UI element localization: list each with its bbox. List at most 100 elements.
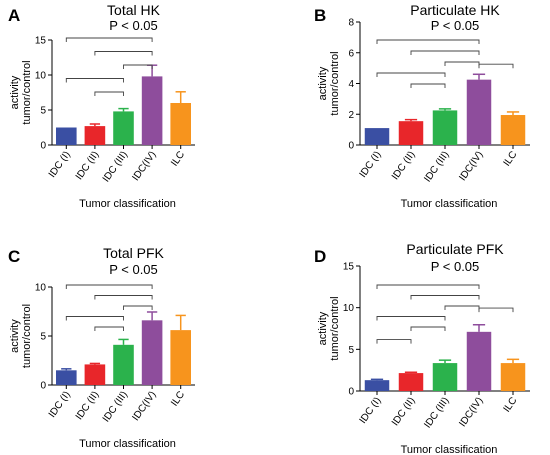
significance-label: P < 0.05 bbox=[431, 18, 480, 33]
y-axis-label: activitytumor/control bbox=[9, 304, 33, 368]
y-tick-label: 0 bbox=[40, 141, 46, 152]
significance-bracket bbox=[94, 51, 153, 56]
chart-title: Particulate HK bbox=[410, 2, 500, 18]
x-tick-label: IDC (I) bbox=[358, 395, 384, 425]
panel-letter: D bbox=[314, 247, 326, 266]
panel-letter: A bbox=[8, 6, 20, 25]
bar bbox=[500, 363, 526, 391]
y-tick-label: 0 bbox=[348, 141, 354, 152]
significance-bracket bbox=[65, 37, 153, 42]
y-tick-label: 15 bbox=[343, 262, 355, 273]
y-tick-label: 10 bbox=[343, 303, 355, 314]
y-tick-label: 5 bbox=[40, 332, 46, 343]
x-tick-label: IDC (I) bbox=[47, 389, 73, 419]
significance-bracket bbox=[478, 307, 514, 313]
chart-title: Total PFK bbox=[103, 245, 164, 261]
y-tick-label: 8 bbox=[348, 18, 354, 29]
bar bbox=[466, 79, 492, 145]
bar bbox=[141, 76, 163, 145]
bar bbox=[398, 121, 424, 145]
y-axis-label: activitytumor/control bbox=[317, 296, 341, 360]
y-axis-label-line: activity bbox=[317, 311, 329, 345]
x-tick-label: ILC bbox=[169, 149, 187, 168]
y-tick-label: 0 bbox=[40, 381, 46, 392]
x-tick-label: IDC (I) bbox=[358, 149, 384, 179]
significance-bracket bbox=[376, 72, 446, 77]
x-tick-label: IDC(IV) bbox=[457, 149, 485, 183]
significance-bracket bbox=[444, 305, 480, 310]
panel-letter: C bbox=[8, 247, 20, 266]
significance-bracket bbox=[376, 316, 446, 321]
panel-b: B Particulate HKP < 0.05 0 2 4 6 8 activitytumo… bbox=[314, 2, 530, 210]
bar bbox=[398, 373, 424, 391]
significance-bracket bbox=[65, 284, 153, 289]
x-tick-label: IDC (II) bbox=[74, 389, 101, 422]
panel-a: A Total HKP < 0.05 0 5 10 15 activitytumor/con… bbox=[8, 2, 195, 210]
significance-bracket bbox=[123, 64, 153, 69]
significance-bracket bbox=[478, 63, 514, 69]
bar bbox=[170, 103, 191, 145]
y-axis-label-line: activity bbox=[9, 75, 21, 109]
x-axis-label: Tumor classification bbox=[79, 198, 176, 210]
significance-bracket bbox=[65, 78, 124, 83]
bar bbox=[500, 115, 526, 145]
x-axis-label: Tumor classification bbox=[401, 444, 498, 455]
y-tick-label: 10 bbox=[35, 283, 47, 294]
y-axis-label: activitytumor/control bbox=[9, 60, 33, 124]
x-tick-label: IDC (III) bbox=[422, 395, 451, 430]
panel-letter: B bbox=[314, 6, 326, 25]
x-tick-label: IDC(IV) bbox=[457, 395, 485, 429]
y-axis-label-line: tumor/control bbox=[21, 304, 33, 368]
significance-bracket bbox=[94, 326, 124, 331]
x-tick-label: IDC (III) bbox=[101, 149, 130, 184]
y-axis-label-line: activity bbox=[317, 66, 329, 100]
y-axis-label: activitytumor/control bbox=[317, 51, 341, 115]
bar bbox=[364, 380, 390, 391]
significance-bracket bbox=[123, 305, 153, 310]
x-tick-label: ILC bbox=[502, 395, 520, 414]
y-tick-label: 15 bbox=[35, 36, 47, 47]
y-tick-label: 5 bbox=[40, 106, 46, 117]
bar bbox=[364, 128, 390, 145]
y-axis-label-line: activity bbox=[9, 319, 21, 353]
significance-bracket bbox=[376, 339, 412, 344]
y-tick-label: 5 bbox=[348, 345, 354, 356]
significance-bracket bbox=[94, 91, 124, 96]
significance-bracket bbox=[94, 295, 153, 300]
x-tick-label: IDC (III) bbox=[101, 389, 130, 424]
bar bbox=[84, 364, 106, 385]
x-axis-label: Tumor classification bbox=[79, 438, 176, 450]
significance-bracket bbox=[410, 50, 480, 55]
x-tick-label: IDC (II) bbox=[74, 149, 101, 182]
x-axis-label: Tumor classification bbox=[401, 198, 498, 210]
y-tick-label: 2 bbox=[348, 110, 354, 121]
significance-bracket bbox=[65, 316, 124, 321]
y-tick-label: 4 bbox=[348, 79, 354, 90]
significance-bracket bbox=[410, 326, 446, 331]
y-tick-label: 6 bbox=[348, 48, 354, 59]
significance-bracket bbox=[376, 39, 480, 44]
significance-bracket bbox=[410, 295, 480, 300]
x-tick-label: IDC(IV) bbox=[130, 389, 158, 423]
x-tick-label: IDC (II) bbox=[390, 149, 417, 182]
y-tick-label: 10 bbox=[35, 71, 47, 82]
chart-title: Total HK bbox=[107, 2, 161, 18]
x-tick-label: ILC bbox=[169, 389, 187, 408]
bar bbox=[56, 370, 77, 385]
y-tick-label: 0 bbox=[348, 387, 354, 398]
bar bbox=[113, 344, 134, 385]
significance-bracket bbox=[444, 61, 480, 66]
bar bbox=[432, 363, 458, 391]
bar bbox=[466, 331, 492, 391]
x-tick-label: ILC bbox=[502, 149, 520, 168]
significance-label: P < 0.05 bbox=[431, 259, 480, 274]
x-tick-label: IDC (III) bbox=[422, 149, 451, 184]
x-tick-label: IDC (I) bbox=[47, 149, 73, 179]
bar bbox=[432, 110, 458, 145]
significance-bracket bbox=[376, 284, 480, 289]
bar bbox=[141, 320, 163, 385]
y-axis-label-line: tumor/control bbox=[329, 296, 341, 360]
significance-bracket bbox=[410, 83, 446, 88]
